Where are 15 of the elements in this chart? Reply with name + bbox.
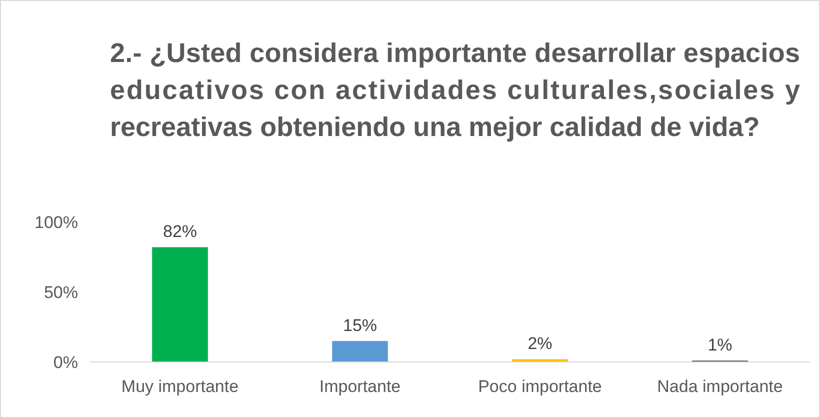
bar [152, 247, 208, 362]
data-label: 1% [708, 336, 732, 355]
data-label: 82% [162, 222, 198, 242]
data-label: 15% [342, 316, 378, 335]
bar [332, 341, 388, 362]
data-label: 2% [528, 334, 552, 354]
x-tick-label: Poco importante [478, 377, 602, 396]
y-tick-label: 0% [53, 352, 78, 372]
x-tick-label: Nada importante [657, 377, 783, 396]
chart-title: 2.- ¿Usted considera importante desarrollar espacios educativos con actividades culturales,sociales y recreativas obteniendo una mejor calidad de vida? [110, 38, 800, 142]
x-tick-label: Muy importante [121, 377, 239, 396]
y-tick-label: 50% [44, 282, 78, 302]
x-tick-label: Importante [319, 377, 401, 396]
bar [512, 359, 568, 362]
y-tick-label: 100% [34, 212, 78, 232]
